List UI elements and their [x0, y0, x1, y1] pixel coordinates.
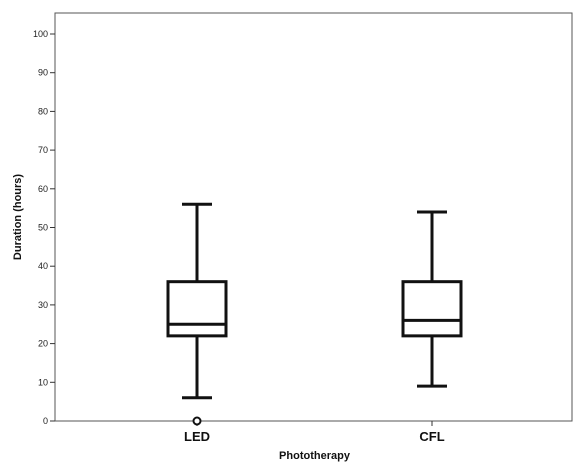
y-tick-label: 60: [38, 184, 48, 194]
y-tick-label: 70: [38, 145, 48, 155]
y-axis-title: Duration (hours): [12, 174, 24, 260]
y-tick-label: 50: [38, 223, 48, 233]
plot-frame: [54, 12, 573, 422]
box-cfl: [401, 210, 463, 388]
y-tick-label: 90: [38, 68, 48, 78]
y-tick-label: 100: [33, 29, 48, 39]
y-tick-label: 80: [38, 106, 48, 116]
x-tick-label: CFL: [419, 429, 444, 444]
y-axis: 0 10 20 30 40 50 60 70 80 90 100: [33, 29, 55, 426]
y-tick-label: 40: [38, 261, 48, 271]
x-axis: LED CFL: [184, 421, 445, 444]
y-tick-label: 20: [38, 339, 48, 349]
box-led: [166, 202, 228, 426]
iqr-box: [166, 280, 228, 338]
y-tick-label: 0: [43, 416, 48, 426]
plot-border: [54, 12, 573, 422]
y-tick-label: 10: [38, 377, 48, 387]
iqr-box: [401, 280, 463, 338]
x-axis-title: Phototherapy: [279, 450, 351, 462]
y-tick-label: 30: [38, 300, 48, 310]
outlier-point: [192, 416, 202, 426]
box-series: [166, 202, 463, 426]
x-tick-label: LED: [184, 429, 210, 444]
